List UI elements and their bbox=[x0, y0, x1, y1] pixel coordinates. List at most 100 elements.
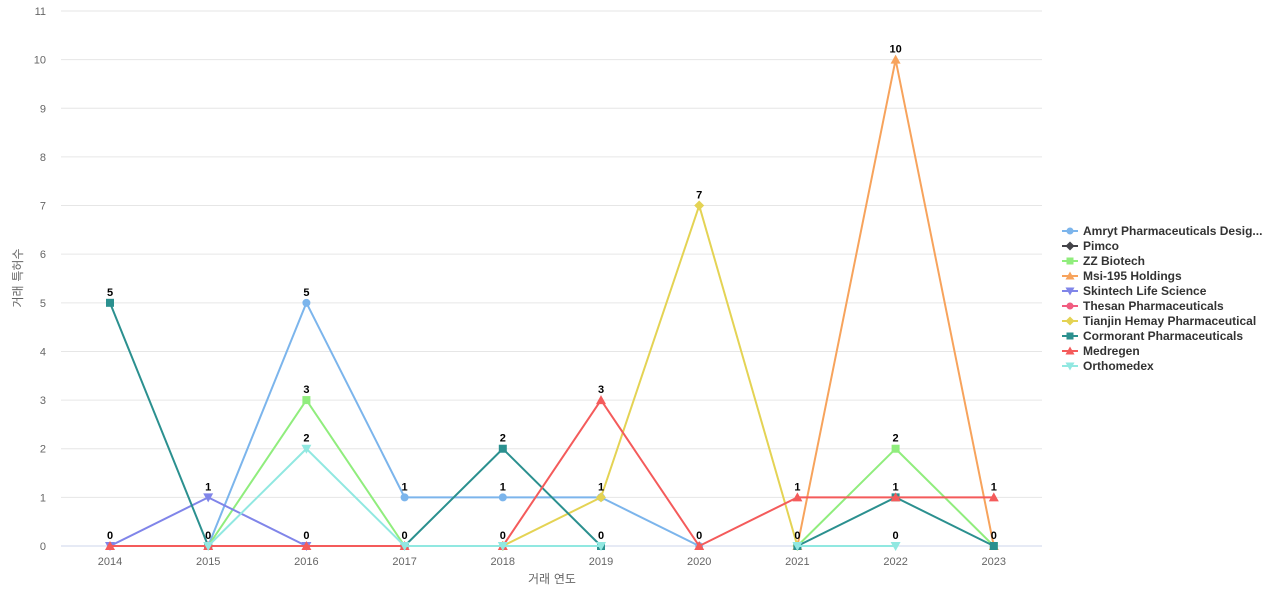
data-point bbox=[890, 492, 901, 502]
legend-item[interactable]: Thesan Pharmaceuticals bbox=[1062, 299, 1224, 313]
x-tick-label: 2019 bbox=[589, 556, 613, 568]
legend-marker bbox=[1066, 227, 1074, 235]
data-point bbox=[302, 298, 311, 307]
data-point bbox=[890, 542, 901, 551]
data-point bbox=[596, 542, 606, 551]
series-9 bbox=[203, 444, 901, 551]
legend-label: Amryt Pharmaceuticals Desig... bbox=[1083, 224, 1262, 238]
data-label: 0 bbox=[696, 530, 702, 542]
series-0 bbox=[204, 298, 704, 550]
y-tick-label: 9 bbox=[40, 103, 46, 115]
x-tick-label: 2016 bbox=[294, 556, 318, 568]
legend-item[interactable]: Orthomedex bbox=[1062, 359, 1154, 373]
data-point bbox=[988, 492, 999, 502]
x-tick-label: 2014 bbox=[98, 556, 122, 568]
legend-label: Cormorant Pharmaceuticals bbox=[1083, 329, 1243, 343]
data-label: 10 bbox=[889, 44, 901, 56]
series-lines bbox=[105, 54, 999, 551]
x-axis-ticks: 2014 2015 2016 2017 2018 2019 2020 2021 2022 2023 bbox=[98, 556, 1006, 568]
legend-item[interactable]: Cormorant Pharmaceuticals bbox=[1062, 329, 1243, 343]
data-point bbox=[596, 492, 606, 503]
data-label: 1 bbox=[794, 481, 800, 493]
series-line bbox=[109, 302, 210, 547]
data-label: 5 bbox=[303, 287, 309, 299]
data-label: 3 bbox=[303, 384, 309, 396]
series-6 bbox=[497, 200, 803, 551]
legend-marker bbox=[1066, 332, 1074, 340]
data-label: 2 bbox=[893, 433, 899, 445]
series-line bbox=[110, 399, 994, 547]
x-tick-label: 2022 bbox=[883, 556, 907, 568]
data-point bbox=[792, 492, 803, 502]
data-label: 0 bbox=[303, 530, 309, 542]
legend-item[interactable]: Msi-195 Holdings bbox=[1062, 269, 1182, 283]
y-tick-label: 11 bbox=[35, 6, 46, 18]
data-point bbox=[105, 541, 115, 550]
legend-marker bbox=[1065, 346, 1075, 355]
y-tick-label: 5 bbox=[40, 298, 46, 310]
data-label: 7 bbox=[696, 190, 702, 202]
y-tick-label: 8 bbox=[40, 152, 46, 164]
legend-item[interactable]: Skintech Life Science bbox=[1062, 284, 1207, 298]
data-point bbox=[497, 542, 508, 551]
data-point bbox=[302, 396, 311, 405]
x-axis-title: 거래 연도 bbox=[528, 572, 576, 586]
legend-marker bbox=[1066, 257, 1074, 265]
data-label: 1 bbox=[205, 481, 211, 493]
legend-marker bbox=[1065, 287, 1075, 296]
series-8 bbox=[105, 395, 999, 550]
data-point bbox=[989, 542, 998, 550]
data-label: 0 bbox=[991, 530, 997, 542]
y-tick-label: 4 bbox=[40, 346, 46, 358]
data-point bbox=[106, 298, 114, 307]
legend-label: Msi-195 Holdings bbox=[1083, 269, 1182, 283]
legend-label: ZZ Biotech bbox=[1083, 254, 1145, 268]
data-label: 1 bbox=[991, 481, 997, 493]
data-label: 1 bbox=[893, 481, 899, 493]
y-axis-ticks: 0 1 2 3 4 5 6 7 8 9 10 11 bbox=[34, 6, 46, 553]
data-point bbox=[203, 542, 214, 551]
data-label: 0 bbox=[598, 530, 604, 542]
data-point bbox=[301, 444, 312, 454]
legend-marker bbox=[1065, 241, 1075, 251]
legend-item[interactable]: Tianjin Hemay Pharmaceutical bbox=[1062, 314, 1256, 328]
data-label: 1 bbox=[500, 481, 506, 493]
legend-item[interactable]: ZZ Biotech bbox=[1062, 254, 1145, 268]
data-label: 0 bbox=[205, 530, 211, 542]
x-tick-label: 2018 bbox=[491, 556, 515, 568]
data-label: 0 bbox=[794, 530, 800, 542]
data-point bbox=[694, 541, 705, 550]
y-tick-label: 6 bbox=[40, 249, 46, 261]
data-label: 0 bbox=[500, 530, 506, 542]
gridlines bbox=[61, 10, 1042, 547]
x-tick-label: 2021 bbox=[785, 556, 809, 568]
y-tick-label: 2 bbox=[40, 444, 46, 456]
legend-marker bbox=[1065, 271, 1075, 280]
data-point bbox=[498, 493, 507, 502]
series-line bbox=[502, 204, 799, 547]
data-point bbox=[301, 541, 312, 550]
legend-item[interactable]: Pimco bbox=[1062, 239, 1119, 253]
y-tick-label: 3 bbox=[40, 395, 46, 407]
y-tick-label: 10 bbox=[34, 55, 46, 67]
legend-item[interactable]: Medregen bbox=[1062, 344, 1140, 358]
x-tick-label: 2023 bbox=[982, 556, 1006, 568]
legend-item[interactable]: Amryt Pharmaceuticals Desig... bbox=[1062, 224, 1262, 238]
legend-label: Medregen bbox=[1083, 344, 1140, 358]
legend-marker bbox=[1065, 316, 1075, 326]
data-label: 0 bbox=[893, 530, 899, 542]
x-tick-label: 2020 bbox=[687, 556, 711, 568]
y-tick-label: 1 bbox=[40, 492, 46, 504]
legend-label: Orthomedex bbox=[1083, 359, 1154, 373]
y-tick-label: 0 bbox=[40, 541, 46, 553]
legend-label: Thesan Pharmaceuticals bbox=[1083, 299, 1224, 313]
data-label: 5 bbox=[107, 287, 113, 299]
x-tick-label: 2015 bbox=[196, 556, 220, 568]
data-point bbox=[694, 200, 705, 211]
data-point bbox=[596, 395, 606, 405]
y-axis-title: 거래 특허수 bbox=[11, 248, 25, 307]
data-point bbox=[203, 493, 214, 503]
data-label: 2 bbox=[303, 433, 309, 445]
legend-label: Tianjin Hemay Pharmaceutical bbox=[1083, 314, 1256, 328]
